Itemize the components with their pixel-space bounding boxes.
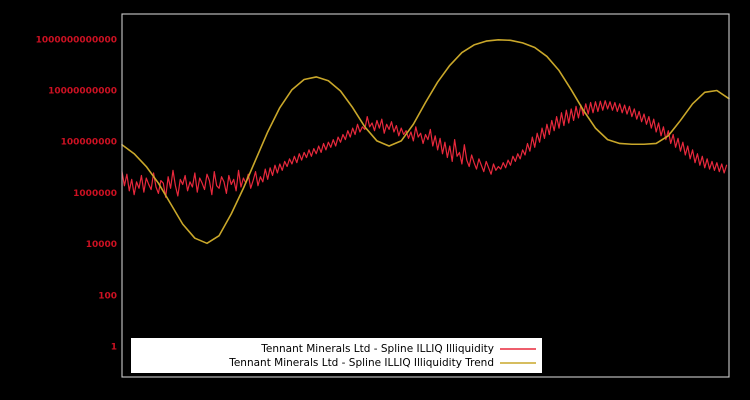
legend-entry-label: Tennant Minerals Ltd - Spline ILLIQ Illi…: [260, 343, 494, 355]
y-axis-tick-label: 100: [98, 291, 117, 301]
legend-background: [131, 338, 542, 373]
plot-frame-border: [121, 13, 730, 378]
series-illiquidity-trend-line: [121, 39, 730, 245]
y-axis-tick-label: 100000000: [61, 138, 117, 148]
y-axis-tick-label: 10000: [86, 240, 117, 250]
series-illiquidity-line: [121, 100, 728, 198]
data-series-group: [121, 39, 730, 245]
chart-legend[interactable]: Tennant Minerals Ltd - Spline ILLIQ Illi…: [131, 338, 542, 373]
y-axis-tick-label: 1000000: [73, 189, 117, 199]
y-axis-tick-label: 1: [111, 343, 117, 353]
plot-background: [122, 14, 729, 377]
y-axis-tick-labels: 1 100 10000 1000000 100000000 10000000000 1000…: [36, 35, 117, 352]
y-axis-tick-label: 1000000000000: [36, 35, 117, 45]
y-axis-tick-label: 10000000000: [48, 87, 117, 97]
legend-entry-label: Tennant Minerals Ltd - Spline ILLIQ Illi…: [228, 357, 494, 369]
